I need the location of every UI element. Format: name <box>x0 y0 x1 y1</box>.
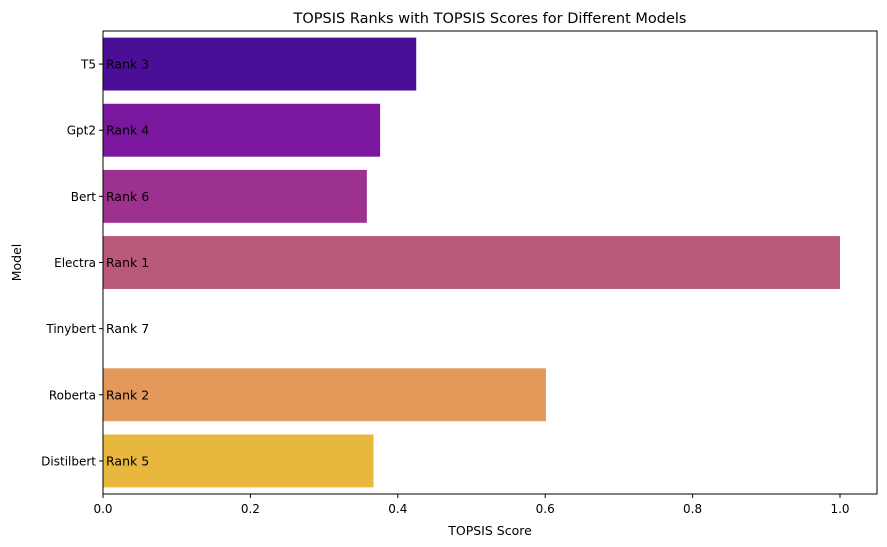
y-tick-label-t5: T5 <box>80 58 96 72</box>
y-tick-label-electra: Electra <box>54 256 96 270</box>
y-tick-label-tinybert: Tinybert <box>45 322 96 336</box>
x-tick-label: 1.0 <box>830 502 849 516</box>
bar-label-distilbert: Rank 5 <box>106 453 149 468</box>
y-tick-label-roberta: Roberta <box>49 388 96 402</box>
bar-gpt2 <box>103 103 381 157</box>
bar-bert <box>103 169 367 223</box>
bar-label-bert: Rank 6 <box>106 189 149 204</box>
y-tick-label-bert: Bert <box>71 190 97 204</box>
x-tick-label: 0.4 <box>388 502 407 516</box>
y-tick-label-gpt2: Gpt2 <box>67 124 96 138</box>
bar-label-roberta: Rank 2 <box>106 387 149 402</box>
y-tick-label-distilbert: Distilbert <box>41 454 96 468</box>
x-axis-ticks: 0.0 0.2 0.4 0.6 0.8 1.0 <box>93 494 850 516</box>
y-axis-ticks: T5 Gpt2 Bert Electra Tinybert Roberta Distilbe… <box>41 58 103 468</box>
bar-label-gpt2: Rank 4 <box>106 123 149 138</box>
x-tick-label: 0.2 <box>241 502 260 516</box>
chart-title: TOPSIS Ranks with TOPSIS Scores for Diff… <box>293 11 687 27</box>
y-axis-label: Model <box>9 244 24 282</box>
bar-labels-group: Rank 3 Rank 4 Rank 6 Rank 1 Rank 7 Rank 2 Rank… <box>106 57 149 469</box>
x-axis-label: TOPSIS Score <box>447 523 532 538</box>
bar-t5 <box>103 37 417 91</box>
x-tick-label: 0.0 <box>93 502 112 516</box>
bar-roberta <box>103 368 546 422</box>
x-tick-label: 0.8 <box>683 502 702 516</box>
bar-label-tinybert: Rank 7 <box>106 321 149 336</box>
bars-group <box>103 37 840 488</box>
bar-label-t5: Rank 3 <box>106 57 149 72</box>
bar-electra <box>103 236 840 289</box>
plot-frame <box>102 30 878 495</box>
bar-distilbert <box>103 434 374 488</box>
x-tick-label: 0.6 <box>536 502 555 516</box>
bar-label-electra: Rank 1 <box>106 255 149 270</box>
